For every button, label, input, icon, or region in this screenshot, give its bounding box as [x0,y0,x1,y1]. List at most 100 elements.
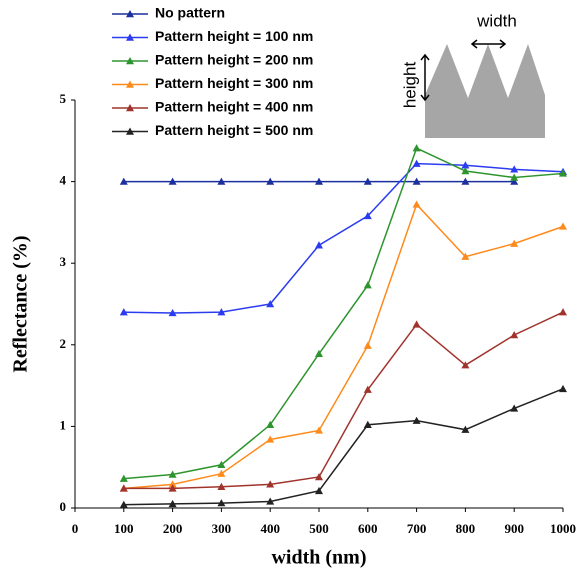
data-point [461,361,470,369]
data-point [266,300,275,308]
data-point [412,159,421,167]
y-axis-label: Reflectance (%) [10,235,32,372]
series-line [123,311,564,490]
legend-label: Pattern height = 200 nm [155,52,313,68]
data-point [412,177,421,185]
data-point [119,308,128,316]
data-point [217,469,226,477]
y-tick-label: 3 [60,254,67,269]
data-point [119,484,128,492]
data-point [559,169,567,177]
legend-marker [126,57,134,65]
data-point [510,177,519,185]
data-point [315,472,323,481]
data-point [168,484,177,492]
data-point [559,222,567,230]
data-point [412,144,421,152]
x-tick-label: 700 [407,521,427,536]
data-point [217,482,226,490]
x-tick-label: 100 [114,521,134,536]
x-tick-label: 200 [163,521,183,536]
x-tick-label: 400 [260,521,280,536]
data-point [315,426,323,434]
y-tick-label: 1 [60,417,67,432]
data-point [559,308,567,316]
data-point [461,166,470,175]
legend-label: Pattern height = 100 nm [155,28,313,44]
data-point [217,460,226,468]
x-tick-label: 600 [358,521,378,536]
data-point [315,177,323,185]
legend-marker [126,127,134,135]
data-point [168,177,177,185]
x-tick-label: 0 [72,521,79,536]
data-point [510,239,519,247]
series-line [123,162,564,314]
data-point [510,331,519,339]
data-point [315,486,323,495]
data-point [119,177,128,185]
data-point [217,177,226,185]
x-tick-label: 1000 [550,521,576,536]
x-tick-label: 800 [456,521,476,536]
inset-diagram: width height [400,11,545,138]
series-line [123,147,564,480]
data-point [412,416,421,424]
data-point [266,497,275,505]
legend-marker [126,33,134,41]
legend-label: No pattern [155,5,225,21]
arrow-head [499,39,507,49]
data-point [315,241,323,249]
data-point [168,480,177,488]
data-point [412,320,421,328]
data-point [168,308,177,317]
legend-label: Pattern height = 500 nm [155,122,313,138]
y-tick-label: 2 [60,336,67,351]
y-tick-label: 5 [60,91,67,106]
data-point [510,165,519,173]
arrow-head [420,94,430,102]
data-point [217,499,226,507]
data-point [363,177,372,185]
arrow-head [420,53,430,61]
y-tick-label: 4 [60,173,67,188]
data-point [510,173,519,181]
inset-shape [425,44,545,138]
data-point [119,500,128,508]
data-point [559,384,567,393]
x-tick-label: 300 [212,521,232,536]
series-line [123,388,564,506]
legend-label: Pattern height = 400 nm [155,99,313,115]
x-axis-label: width (nm) [271,547,366,569]
data-point [510,404,519,412]
legend-marker [126,104,134,112]
data-point [363,420,372,428]
data-point [315,349,323,357]
data-point [363,385,372,393]
data-point [461,252,470,260]
data-point [266,420,275,428]
inset-width-label: width [476,11,517,30]
data-point [119,474,128,482]
data-point [461,161,470,169]
x-tick-label: 900 [504,521,524,536]
data-point [412,200,421,208]
data-point [168,470,177,478]
legend-label: Pattern height = 300 nm [155,75,313,91]
data-point [363,341,372,349]
data-point [461,177,470,185]
data-point [168,499,177,508]
data-point [217,308,226,316]
legend-marker [126,10,134,18]
data-point [363,281,372,289]
data-point [266,435,275,443]
data-point [461,425,470,433]
legend-marker [126,80,134,88]
arrow-head [470,39,478,49]
data-point [266,177,275,185]
data-point [363,211,372,220]
y-tick-label: 0 [60,499,67,514]
inset-height-label: height [400,62,419,109]
series-line [123,203,564,490]
